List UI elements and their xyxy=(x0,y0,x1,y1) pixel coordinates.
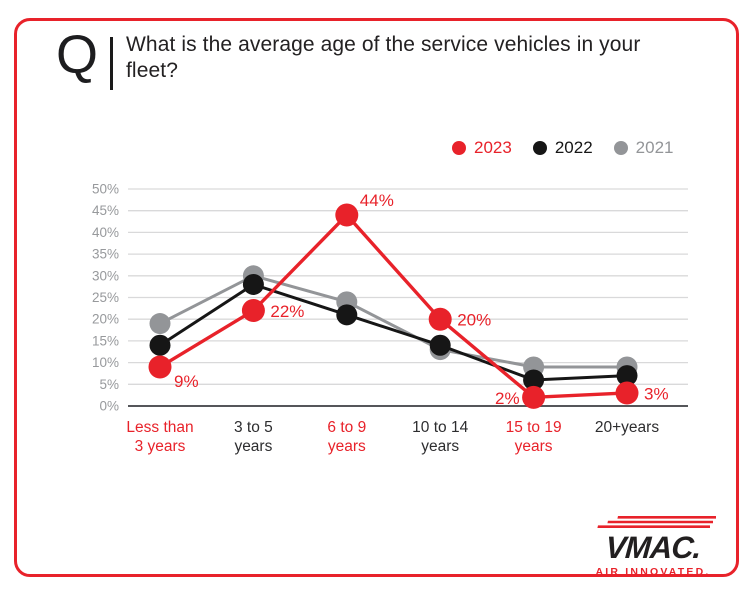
y-axis-tick-label: 15% xyxy=(92,333,119,348)
x-axis-label-2: 6 to 9 xyxy=(327,419,366,436)
legend-dot-2022 xyxy=(532,141,547,155)
chart-legend: 2023 2022 2021 xyxy=(452,138,673,158)
x-axis-label-3: 10 to 14 xyxy=(412,419,468,436)
y-axis-tick-label: 40% xyxy=(92,225,119,240)
x-axis-label-2: years xyxy=(328,438,366,455)
header-divider xyxy=(110,37,113,90)
x-axis-label-1: 3 to 5 xyxy=(234,419,273,436)
legend-dot-2021 xyxy=(613,141,628,155)
y-axis-tick-label: 25% xyxy=(92,290,119,305)
legend-dot-2023 xyxy=(452,141,466,155)
y-axis-tick-label: 0% xyxy=(99,399,119,414)
line-2021 xyxy=(159,274,627,369)
y-axis-tick-label: 10% xyxy=(92,355,119,370)
y-axis-tick-label: 35% xyxy=(92,247,119,262)
logo-tagline: AIR INNOVATED. xyxy=(595,566,711,578)
y-axis-tick-label: 50% xyxy=(92,182,119,197)
dot-2022-4 xyxy=(523,369,545,391)
vmac-logo: VMAC. AIR INNOVATED. xyxy=(588,516,718,578)
legend-item-2022: 2022 xyxy=(532,138,593,158)
dot-2022-2 xyxy=(336,304,358,326)
x-axis-label-1: years xyxy=(234,438,272,455)
dot-2022-5 xyxy=(616,365,638,387)
line-2023 xyxy=(159,212,628,400)
x-axis-label-4: 15 to 19 xyxy=(506,419,562,436)
data-label-2023-5: 3% xyxy=(644,384,669,403)
dot-2023-3 xyxy=(428,307,452,331)
logo-wordmark: VMAC. xyxy=(604,530,702,565)
x-axis-label-0: 3 years xyxy=(135,438,186,455)
x-axis-label-3: years xyxy=(421,438,459,455)
y-axis-tick-label: 20% xyxy=(92,312,119,327)
legend-label-2023: 2023 xyxy=(474,138,512,157)
legend-item-2023: 2023 xyxy=(452,138,512,158)
y-axis-tick-label: 5% xyxy=(99,377,119,392)
dot-2023-5 xyxy=(615,381,639,405)
dot-2022-3 xyxy=(429,334,451,356)
data-label-2023-0: 9% xyxy=(174,372,199,391)
data-label-2023-3: 20% xyxy=(457,311,491,330)
y-axis-tick-label: 30% xyxy=(92,268,119,283)
question-mark: Q xyxy=(56,25,99,85)
dot-2022-1 xyxy=(242,273,264,295)
legend-label-2022: 2022 xyxy=(554,138,593,157)
fleet-age-line-chart: 0% 5% 10% 15% 20% 25% 30% 35% 40% 45% 50% 9% 22% 44% 2… xyxy=(92,182,688,455)
x-axis-label-5: 20+years xyxy=(595,419,659,436)
data-label-2023-2: 44% xyxy=(360,191,394,210)
dot-2023-1 xyxy=(241,299,265,323)
logo-speed-lines-icon xyxy=(597,516,716,528)
question-title: What is the average age of the service v… xyxy=(126,33,641,83)
dot-2021-0 xyxy=(149,313,171,335)
x-axis-label-0: Less than xyxy=(126,419,193,436)
legend-label-2021: 2021 xyxy=(635,138,674,157)
x-axis-label-4: years xyxy=(515,438,553,455)
dot-2023-0 xyxy=(148,355,172,379)
data-label-2023-4: 2% xyxy=(495,389,520,408)
dot-2023-4 xyxy=(522,385,546,409)
dot-2023-2 xyxy=(335,203,359,227)
y-axis-tick-label: 45% xyxy=(92,203,119,218)
data-label-2023-1: 22% xyxy=(270,302,304,321)
legend-item-2021: 2021 xyxy=(613,138,674,158)
dot-2022-0 xyxy=(149,334,171,356)
line-2022 xyxy=(159,282,628,382)
